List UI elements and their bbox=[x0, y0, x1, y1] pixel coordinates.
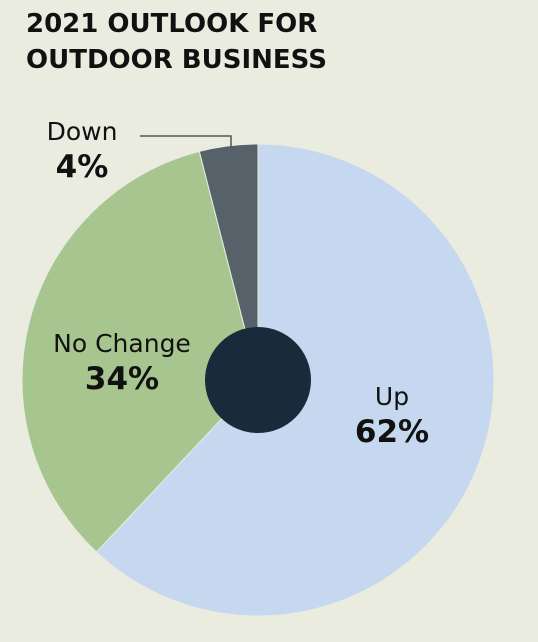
value-no-change: 34% bbox=[85, 361, 159, 397]
down-leader-line bbox=[140, 135, 232, 148]
label-up: Up bbox=[375, 382, 409, 411]
label-no-change: No Change bbox=[53, 329, 191, 358]
slice-down bbox=[198, 143, 259, 381]
chart-title-line2: OUTDOOR BUSINESS bbox=[26, 45, 327, 75]
value-up: 62% bbox=[355, 414, 429, 450]
chart-title-line1: 2021 OUTLOOK FOR bbox=[26, 9, 318, 39]
chart-title: 2021 OUTLOOK FOR OUTDOOR BUSINESS bbox=[26, 6, 327, 78]
value-down: 4% bbox=[56, 149, 109, 185]
pie-labels: Up 62% No Change 34% Down 4% bbox=[47, 117, 430, 450]
center-circle bbox=[205, 327, 311, 433]
label-down: Down bbox=[47, 117, 118, 146]
slice-no-change bbox=[21, 150, 259, 553]
